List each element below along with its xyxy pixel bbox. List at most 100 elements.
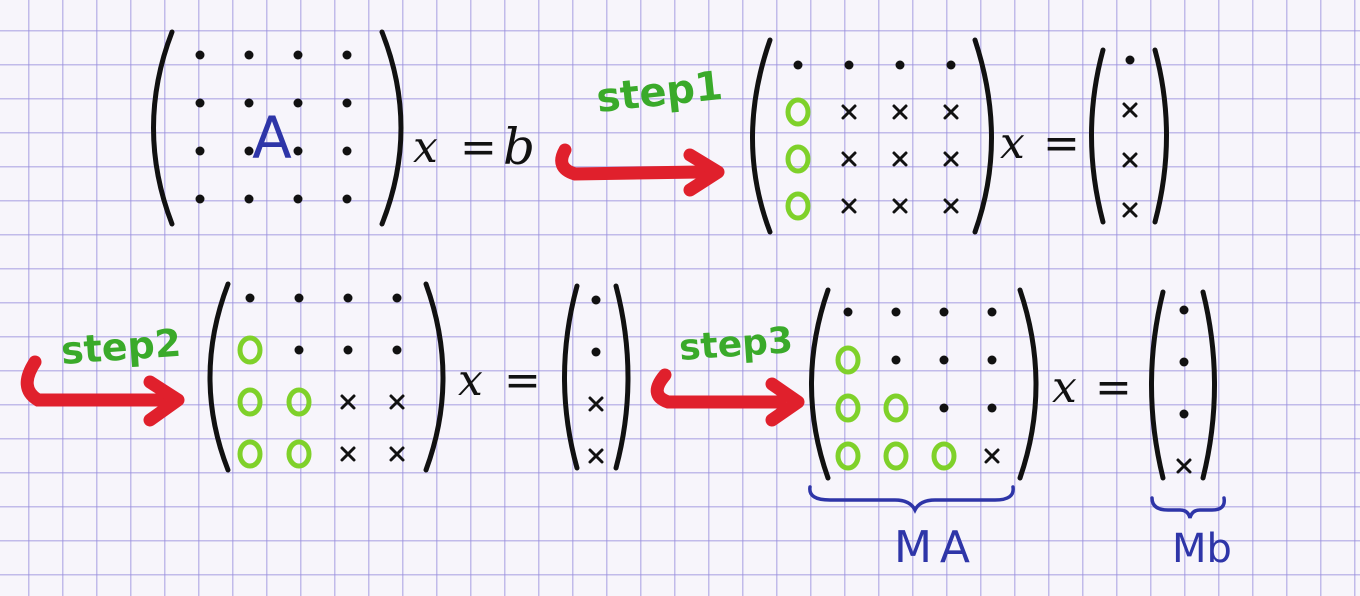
- entry-dot-r2-c2: [244, 98, 254, 108]
- entry-dot-r3-c4: [987, 403, 997, 413]
- arrow-step2: [20, 355, 185, 427]
- entry-cross-r4: [1176, 458, 1192, 474]
- entry-zero-r4-c1: [785, 191, 811, 221]
- entry-dot-r2: [1179, 357, 1189, 367]
- entry-cross-r3-c2: [841, 151, 857, 167]
- entry-dot-r2-c4: [342, 98, 352, 108]
- entry-cross-r4-c4: [389, 446, 405, 462]
- var-x-eq4: x: [1052, 362, 1077, 413]
- matrix-after-step2: [207, 281, 446, 473]
- matrix-after-step1-entries: [785, 60, 959, 221]
- entry-cross-r3-c4: [943, 151, 959, 167]
- entry-dot-r2-c2: [891, 355, 901, 365]
- entry-cross-r4: [588, 448, 604, 464]
- matrix-A: A: [151, 29, 404, 227]
- entry-cross-r3-c3: [892, 151, 908, 167]
- brace-label-Mb: Mb: [1172, 526, 1232, 572]
- entry-dot-r1-c4: [987, 307, 997, 317]
- entry-dot-r2-c3: [293, 98, 303, 108]
- entry-zero-r2-c1: [835, 345, 861, 375]
- vector-after-step1: [1089, 47, 1169, 225]
- right-paren: [972, 37, 994, 235]
- entry-dot-r1-c1: [195, 50, 205, 60]
- entry-zero-r4-c3: [931, 441, 957, 471]
- entry-zero-r4-c2: [286, 439, 312, 469]
- entry-zero-r4-c2: [883, 441, 909, 471]
- entry-dot-r3: [1179, 409, 1189, 419]
- entry-cross-r2: [1122, 102, 1138, 118]
- entry-dot-r2-c2: [294, 345, 304, 355]
- entry-dot-r1-c2: [294, 293, 304, 303]
- entry-dot-r2: [591, 347, 601, 357]
- entry-dot-r4-c2: [244, 194, 254, 204]
- entry-dot-r3-c3: [293, 146, 303, 156]
- arrow-step3: [650, 368, 805, 427]
- left-paren: [151, 29, 175, 227]
- entry-dot-r3-c1: [195, 146, 205, 156]
- entry-dot-r1-c2: [844, 60, 854, 70]
- entry-zero-r3-c2: [883, 393, 909, 423]
- entry-dot-r1-c4: [342, 50, 352, 60]
- brace-Mb: [1150, 496, 1226, 519]
- vector-after-step1-entries: [1122, 55, 1138, 218]
- entry-cross-r4-c3: [892, 198, 908, 214]
- entry-dot-r3-c3: [939, 403, 949, 413]
- entry-cross-r4-c4: [984, 448, 1000, 464]
- entry-dot-r1: [1179, 305, 1189, 315]
- entry-dot-r1-c1: [245, 293, 255, 303]
- right-paren: [1152, 47, 1169, 225]
- entry-dot-r1-c4: [392, 293, 402, 303]
- left-paren: [750, 37, 773, 235]
- entry-zero-r4-c1: [237, 439, 263, 469]
- entry-dot-r1: [1125, 55, 1135, 65]
- entry-cross-r3-c4: [389, 394, 405, 410]
- entry-dot-r2-c1: [195, 98, 205, 108]
- equals-eq3: =: [504, 355, 541, 406]
- arrow-step1: [555, 143, 725, 197]
- var-x-eq3: x: [458, 355, 483, 406]
- brace-label-MA: MA: [894, 522, 978, 573]
- matrix-A-label: A: [252, 104, 292, 172]
- entry-zero-r4-c1: [835, 441, 861, 471]
- matrix-A-entries: [195, 50, 352, 204]
- matrix-after-step1: [750, 37, 994, 235]
- entry-zero-r3-c1: [785, 144, 811, 174]
- entry-zero-r2-c1: [785, 97, 811, 127]
- entry-dot-r2-c3: [939, 355, 949, 365]
- entry-zero-r2-c1: [237, 335, 263, 365]
- entry-dot-r2-c4: [392, 345, 402, 355]
- vector-after-step2: [562, 283, 631, 471]
- right-paren: [613, 283, 631, 471]
- entry-dot-r4-c3: [293, 194, 303, 204]
- entry-dot-r1-c1: [843, 307, 853, 317]
- equals-eq1: =: [460, 122, 497, 173]
- entry-cross-r2-c2: [841, 104, 857, 120]
- entry-cross-r2-c4: [943, 104, 959, 120]
- right-paren: [1200, 289, 1217, 481]
- vector-after-step2-entries: [588, 295, 604, 464]
- entry-dot-r1-c2: [244, 50, 254, 60]
- step2-label: step2: [60, 321, 183, 373]
- entry-dot-r4-c1: [195, 194, 205, 204]
- entry-dot-r1-c4: [946, 60, 956, 70]
- entry-dot-r1-c2: [891, 307, 901, 317]
- entry-dot-r1-c3: [939, 307, 949, 317]
- entry-cross-r3: [588, 396, 604, 412]
- right-paren: [379, 29, 404, 227]
- step3-label: step3: [678, 320, 794, 369]
- entry-dot-r3-c2: [244, 146, 254, 156]
- matrix-after-step3-entries: [835, 307, 1000, 471]
- entry-dot-r2-c4: [987, 355, 997, 365]
- entry-cross-r4: [1122, 202, 1138, 218]
- right-paren: [423, 281, 446, 473]
- step1-label: step1: [594, 63, 725, 122]
- entry-cross-r2-c3: [892, 104, 908, 120]
- entry-zero-r3-c2: [286, 387, 312, 417]
- matrix-after-step3: [809, 287, 1039, 481]
- left-paren: [809, 287, 831, 481]
- entry-cross-r3-c3: [340, 394, 356, 410]
- entry-dot-r3-c4: [342, 146, 352, 156]
- entry-dot-r4-c4: [342, 194, 352, 204]
- rhs-b: b: [503, 118, 535, 176]
